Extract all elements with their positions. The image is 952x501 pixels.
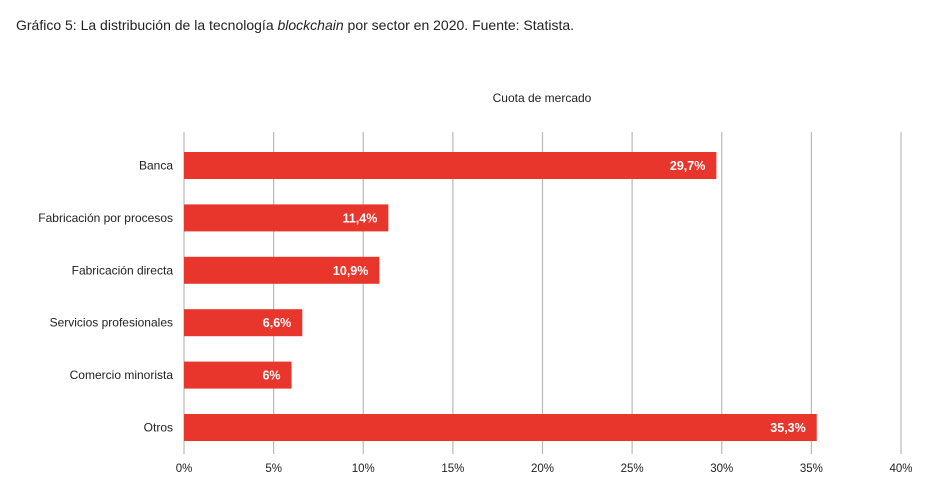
tick-label-5: 5%: [265, 463, 282, 475]
tick-label-15: 15%: [441, 463, 464, 475]
gridlines: [183, 132, 902, 454]
bar-1: [184, 204, 389, 232]
bar-3: [184, 309, 303, 337]
tick-label-30: 30%: [710, 463, 733, 475]
tick-label-40: 40%: [889, 463, 912, 475]
tick-label-20: 20%: [531, 463, 554, 475]
bars: [184, 152, 817, 441]
data-label-5: 35,3%: [770, 421, 805, 435]
category-label-3: Servicios profesionales: [50, 316, 173, 330]
category-label-5: Otros: [144, 421, 173, 435]
caption-emphasis: blockchain: [277, 17, 344, 33]
data-labels: 29,7% 11,4% 10,9% 6,6% 6% 35,3%: [262, 159, 805, 435]
tick-label-0: 0%: [176, 463, 193, 475]
category-label-2: Fabricación directa: [72, 263, 174, 277]
tick-labels: 0% 5% 10% 15% 20% 25% 30% 35% 40%: [176, 463, 913, 475]
data-label-4: 6%: [262, 369, 280, 383]
tick-label-35: 35%: [800, 463, 823, 475]
bar-5: [184, 414, 817, 441]
category-label-0: Banca: [139, 159, 173, 173]
category-label-4: Comercio minorista: [70, 368, 174, 382]
tick-label-10: 10%: [352, 463, 375, 475]
tick-label-25: 25%: [621, 463, 644, 475]
caption-suffix: por sector en 2020. Fuente: Statista.: [343, 17, 575, 33]
data-label-0: 29,7%: [670, 159, 705, 173]
category-label-1: Fabricación por procesos: [38, 211, 173, 225]
category-labels: Banca Fabricación por procesos Fabricación…: [38, 159, 173, 435]
bar-2: [184, 256, 380, 284]
bar-4: [184, 361, 292, 389]
data-label-1: 11,4%: [343, 211, 378, 225]
x-axis-title: Cuota de mercado: [493, 91, 592, 105]
data-label-2: 10,9%: [333, 264, 368, 278]
chart-caption: Gráfico 5: La distribución de la tecnolo…: [16, 16, 574, 34]
data-label-3: 6,6%: [263, 316, 292, 330]
caption-prefix: Gráfico 5: La distribución de la tecnolo…: [16, 17, 278, 33]
bar-0: [184, 152, 717, 179]
